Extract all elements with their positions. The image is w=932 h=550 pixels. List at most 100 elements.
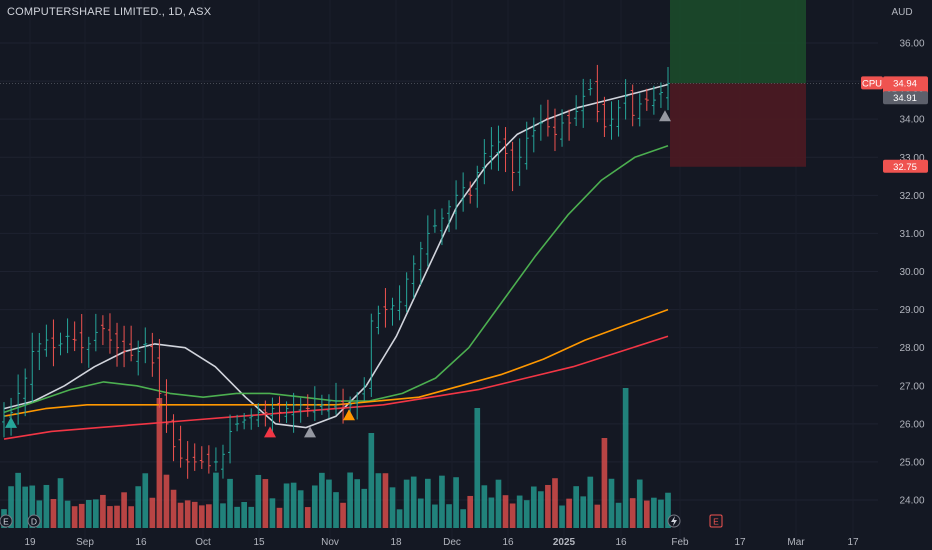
volume-bar <box>135 486 142 528</box>
volume-bar <box>615 502 622 528</box>
time-tick-label: 2025 <box>553 537 576 548</box>
price-tick-label: 30.00 <box>899 267 924 278</box>
volume-bar <box>15 472 21 528</box>
time-axis[interactable]: 19 Sep 16 Oct 15 Nov 18 Dec 16 2025 16 Feb 17 Mar 17 <box>24 537 859 548</box>
volume-bar <box>262 479 269 528</box>
dividend-event-icon-label: D <box>31 517 37 527</box>
volume-bar <box>622 388 629 528</box>
volume-bar <box>439 475 445 528</box>
volume-bar <box>382 473 389 528</box>
volume-bar <box>43 484 50 528</box>
currency-label: AUD <box>891 7 912 18</box>
price-tick-label: 24.00 <box>899 496 924 507</box>
volume-bar <box>220 503 226 528</box>
volume-bar <box>177 502 184 528</box>
volume-bar <box>559 505 565 528</box>
price-tick-label: 31.00 <box>899 229 924 240</box>
price-tick-label: 27.00 <box>899 381 924 392</box>
volume-bar <box>50 499 57 528</box>
volume-bar <box>629 498 636 528</box>
time-tick-label: 16 <box>615 537 627 548</box>
volume-bar <box>340 502 346 528</box>
ticker-badge-label: CPU <box>862 78 882 89</box>
volume-bar <box>255 474 262 528</box>
volume-bar <box>8 486 14 528</box>
time-tick-label: Feb <box>671 537 689 548</box>
time-tick-label: Oct <box>195 537 211 548</box>
volume-bar <box>213 472 219 528</box>
signal-triangle-marker <box>659 110 671 122</box>
volume-bar <box>354 479 361 528</box>
volume-bar <box>227 478 233 528</box>
volume-bar <box>297 490 304 528</box>
future-earnings-icon <box>709 514 723 528</box>
volume-bar <box>361 488 368 528</box>
volume-bar <box>64 500 71 528</box>
price-tick-label: 34.00 <box>899 115 924 126</box>
volume-bar <box>375 473 382 528</box>
volume-bar <box>241 501 247 528</box>
volume-bar <box>474 408 481 528</box>
volume-bar <box>326 479 332 528</box>
volume-bar <box>538 491 544 528</box>
volume-bar <box>290 482 297 528</box>
volume-bar <box>446 504 452 528</box>
volume-bar <box>580 496 587 528</box>
volume-bar <box>566 498 572 528</box>
volume-bar <box>467 495 474 528</box>
last-price-value: 34.94 <box>893 78 917 89</box>
volume-bar <box>594 504 601 528</box>
volume-bar <box>573 486 579 528</box>
volume-bar <box>71 506 78 528</box>
volume-bar <box>85 499 92 528</box>
volume-bar <box>283 483 290 528</box>
symbol-title: COMPUTERSHARE LIMITED., 1D, ASX <box>7 6 212 18</box>
volume-bar <box>396 509 403 528</box>
volume-bar <box>78 503 85 528</box>
price-tick-label: 32.00 <box>899 191 924 202</box>
volume-bar <box>432 504 438 528</box>
candlesticks[interactable] <box>2 64 670 479</box>
volume-bar <box>530 486 537 528</box>
stop-level-label: 32.75 <box>893 162 917 173</box>
volume-bar <box>149 497 156 528</box>
volume-bar <box>142 473 149 528</box>
time-tick-label: 16 <box>135 537 147 548</box>
volume-bar <box>403 479 410 528</box>
volume-bar <box>608 478 615 528</box>
price-tick-label: 29.00 <box>899 305 924 316</box>
volume-bar <box>495 479 502 528</box>
volume-bar <box>29 485 36 528</box>
ma-value-badge <box>883 91 928 105</box>
volume-bar <box>552 478 558 528</box>
volume-bar <box>523 500 530 528</box>
price-tick-label: 26.00 <box>899 419 924 430</box>
volume-bar <box>100 494 106 528</box>
volume-bar <box>601 438 608 528</box>
volume-bar <box>502 495 509 528</box>
volume-bar <box>516 495 523 528</box>
volume-bar <box>545 484 551 528</box>
volume-bar <box>488 497 495 528</box>
time-tick-label: Nov <box>321 537 339 548</box>
signal-triangle-marker <box>343 409 355 421</box>
signal-triangle-marker <box>304 426 316 438</box>
volume-bar <box>191 501 198 528</box>
time-tick-label: 18 <box>390 537 402 548</box>
volume-bar <box>319 472 325 528</box>
earnings-event-icon <box>0 514 13 528</box>
volume-bar <box>665 492 671 528</box>
volume-bar <box>347 472 353 528</box>
ticker-badge <box>861 76 883 90</box>
signal-markers <box>5 110 671 438</box>
risk-reward-box[interactable] <box>0 0 878 167</box>
time-tick-label: 16 <box>502 537 514 548</box>
volume-bar <box>163 474 170 528</box>
time-tick-label: 17 <box>847 537 859 548</box>
volume-bars <box>1 388 671 528</box>
earnings-event-icon-label: E <box>3 517 9 527</box>
volume-bar <box>22 486 29 528</box>
